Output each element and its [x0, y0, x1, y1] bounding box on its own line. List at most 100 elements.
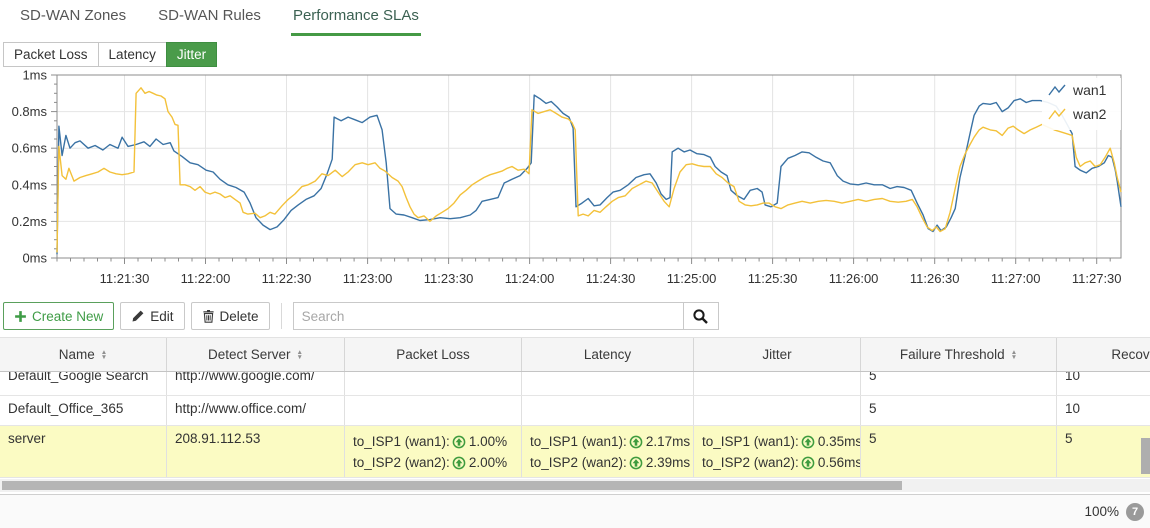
sort-icon[interactable]: ▲ ▼ [296, 348, 303, 361]
svg-text:0.8ms: 0.8ms [12, 104, 48, 119]
horizontal-scrollbar[interactable] [0, 479, 1150, 492]
cell-packet-loss: to_ISP1 (wan1): 1.00% to_ISP2 (wan2): 2.00% [345, 426, 522, 477]
trash-icon [202, 310, 214, 323]
subtab-packet-loss[interactable]: Packet Loss [3, 42, 99, 67]
table-row[interactable]: Default_Google Search http://www.google.c… [0, 372, 1150, 396]
search-box [292, 302, 719, 330]
sort-icon[interactable]: ▲ ▼ [1010, 348, 1018, 361]
tab-bar: SD-WAN Zones SD-WAN Rules Performance SL… [0, 0, 1150, 36]
legend-label-wan2: wan2 [1072, 106, 1107, 122]
edit-button[interactable]: Edit [120, 302, 185, 330]
create-new-label: Create New [32, 308, 104, 324]
svg-text:11:25:30: 11:25:30 [748, 271, 798, 286]
metric-subtabs: Packet Loss Latency Jitter [3, 42, 218, 67]
svg-text:0.4ms: 0.4ms [12, 177, 48, 192]
metric-line: to_ISP2 (wan2): 2.00% [353, 455, 508, 470]
svg-text:11:22:30: 11:22:30 [262, 271, 312, 286]
metric-line: to_ISP1 (wan1): 1.00% [353, 434, 508, 449]
toolbar: Create New Edit Delete [3, 302, 719, 330]
svg-text:11:27:00: 11:27:00 [991, 271, 1041, 286]
legend-line-sample-wan2 [1048, 108, 1066, 120]
column-header-latency: Latency [522, 338, 694, 371]
search-icon [693, 308, 708, 324]
cell-packet-loss [345, 372, 522, 395]
svg-text:11:22:00: 11:22:00 [181, 271, 231, 286]
table-body-viewport: Default_Google Search http://www.google.c… [0, 372, 1150, 478]
table-header-row: Name ▲ ▼ Detect Server ▲ ▼ Packet Loss Latency J… [0, 338, 1150, 372]
svg-text:11:25:00: 11:25:00 [667, 271, 717, 286]
cell-detect-server: http://www.office.com/ [167, 396, 345, 425]
column-header-recovery-th: Recovery Th [1057, 338, 1150, 371]
plus-icon [15, 310, 26, 322]
cell-jitter [694, 396, 861, 425]
up-arrow-icon [629, 456, 643, 469]
delete-button[interactable]: Delete [190, 302, 270, 330]
series-wan1 [56, 94, 1122, 255]
svg-text:0ms: 0ms [22, 251, 47, 266]
zoom-level: 100% [1084, 504, 1119, 519]
legend-label-wan1: wan1 [1072, 82, 1107, 98]
metric-line: to_ISP2 (wan2): 2.39ms [530, 455, 691, 470]
cell-jitter: to_ISP1 (wan1): 0.35ms to_ISP2 (wan2): 0.56… [694, 426, 861, 477]
column-header-failure-threshold[interactable]: Failure Threshold ▲ ▼ [861, 338, 1057, 371]
column-header-jitter: Jitter [694, 338, 861, 371]
cell-failure-threshold: 5 [861, 372, 1057, 395]
subtab-latency[interactable]: Latency [97, 42, 167, 67]
svg-text:11:27:30: 11:27:30 [1072, 271, 1122, 286]
up-arrow-icon [801, 435, 815, 448]
tab-sdwan-rules[interactable]: SD-WAN Rules [158, 7, 261, 24]
cell-packet-loss [345, 396, 522, 425]
metric-line: to_ISP1 (wan1): 2.17ms [530, 434, 691, 449]
svg-text:11:24:30: 11:24:30 [586, 271, 636, 286]
cell-recovery: 10 [1057, 372, 1150, 395]
toolbar-separator [280, 303, 282, 329]
cell-recovery: 5 [1057, 426, 1150, 477]
table-body: Default_Google Search http://www.google.c… [0, 372, 1150, 478]
cell-failure-threshold: 5 [861, 396, 1057, 425]
cell-latency [522, 372, 694, 395]
create-new-button[interactable]: Create New [3, 302, 115, 330]
cell-latency [522, 396, 694, 425]
search-button[interactable] [682, 302, 719, 330]
series-wan2 [56, 87, 1122, 253]
metric-line: to_ISP2 (wan2): 0.56ms [702, 455, 861, 470]
up-arrow-icon [801, 456, 815, 469]
column-header-name[interactable]: Name ▲ ▼ [0, 338, 167, 371]
sort-icon[interactable]: ▲ ▼ [100, 348, 108, 361]
vertical-scrollbar-thumb[interactable] [1141, 438, 1150, 474]
jitter-chart: 0ms 0.2ms 0.4ms 0.6ms 0.8ms 1ms 11:21:30 11:22:… [12, 70, 1122, 286]
search-input[interactable] [292, 302, 683, 330]
svg-text:11:23:00: 11:23:00 [343, 271, 393, 286]
cell-name: server [0, 426, 167, 477]
status-bar: 100% 7 [0, 494, 1150, 528]
up-arrow-icon [452, 435, 466, 448]
cell-latency: to_ISP1 (wan1): 2.17ms to_ISP2 (wan2): 2.39… [522, 426, 694, 477]
svg-text:0.2ms: 0.2ms [12, 214, 48, 229]
svg-text:11:21:30: 11:21:30 [100, 271, 150, 286]
svg-text:11:23:30: 11:23:30 [424, 271, 474, 286]
horizontal-scrollbar-thumb[interactable] [2, 481, 902, 490]
up-arrow-icon [452, 456, 466, 469]
column-header-detect-server[interactable]: Detect Server ▲ ▼ [167, 338, 345, 371]
cell-jitter [694, 372, 861, 395]
svg-text:11:26:30: 11:26:30 [910, 271, 960, 286]
cell-failure-threshold: 5 [861, 426, 1057, 477]
subtab-jitter[interactable]: Jitter [165, 42, 218, 67]
svg-text:11:26:00: 11:26:00 [829, 271, 879, 286]
table-row[interactable]: Default_Office_365 http://www.office.com/… [0, 396, 1150, 426]
legend-line-sample-wan1 [1048, 84, 1066, 96]
notification-count-badge[interactable]: 7 [1126, 502, 1144, 521]
tab-sdwan-zones[interactable]: SD-WAN Zones [20, 7, 127, 24]
chart-legend: wan1 wan2 [1042, 78, 1121, 130]
cell-detect-server: http://www.google.com/ [167, 372, 345, 395]
cell-recovery: 10 [1057, 396, 1150, 425]
svg-text:1ms: 1ms [22, 70, 47, 83]
delete-label: Delete [219, 308, 259, 324]
pencil-icon [132, 310, 144, 322]
cell-detect-server: 208.91.112.53 [167, 426, 345, 477]
metric-line: to_ISP1 (wan1): 0.35ms [702, 434, 861, 449]
tab-performance-slas[interactable]: Performance SLAs [290, 0, 421, 36]
table-row[interactable]: server 208.91.112.53 to_ISP1 (wan1): 1.00% t… [0, 426, 1150, 478]
cell-name: Default_Office_365 [0, 396, 167, 425]
